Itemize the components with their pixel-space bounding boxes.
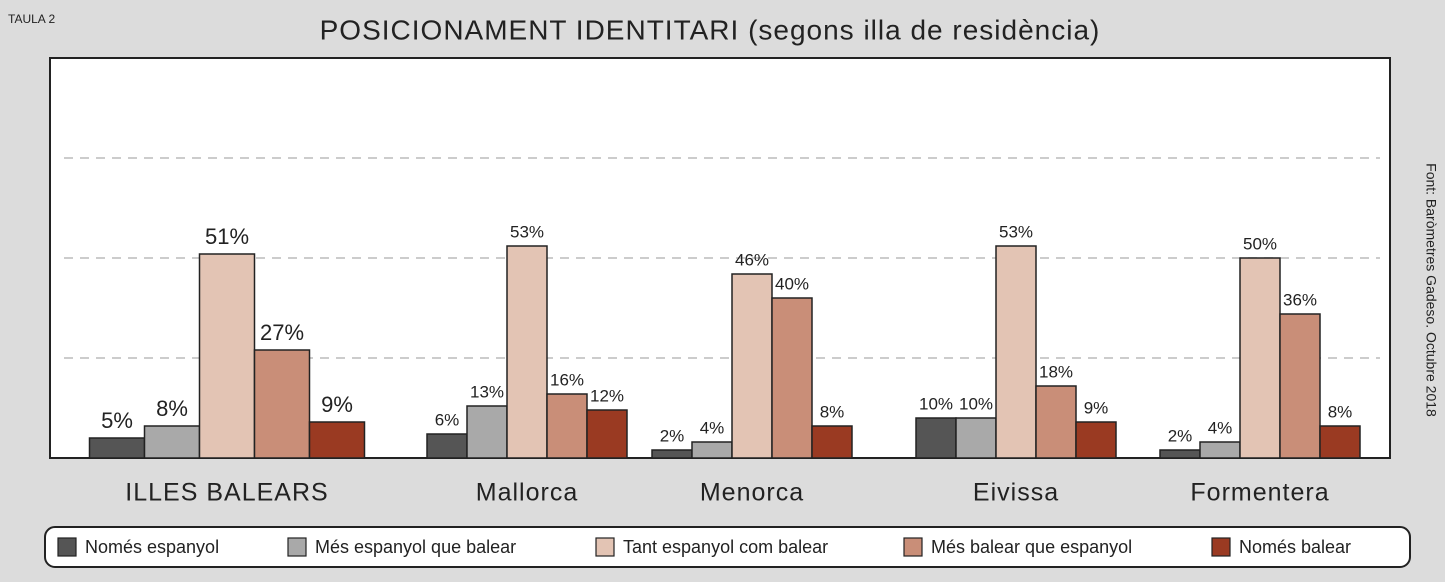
data-label: 2% bbox=[660, 426, 685, 445]
bar bbox=[586, 409, 628, 459]
bar bbox=[691, 441, 733, 459]
bar bbox=[198, 253, 256, 459]
bar bbox=[1279, 313, 1321, 459]
data-label: 9% bbox=[1084, 398, 1109, 417]
bar bbox=[1035, 385, 1077, 459]
bar bbox=[811, 425, 853, 459]
x-tick-label: Mallorca bbox=[476, 479, 578, 507]
data-label: 10% bbox=[959, 394, 993, 413]
data-label: 9% bbox=[321, 392, 353, 417]
bar bbox=[1239, 257, 1281, 459]
data-label: 50% bbox=[1243, 234, 1277, 253]
bar bbox=[308, 421, 366, 459]
bar bbox=[253, 349, 311, 459]
bar bbox=[506, 245, 548, 459]
bar bbox=[731, 273, 773, 459]
bar bbox=[426, 433, 468, 459]
data-label: 4% bbox=[700, 418, 725, 437]
data-label: 4% bbox=[1208, 418, 1233, 437]
x-tick-label: Formentera bbox=[1190, 479, 1329, 507]
bar bbox=[546, 393, 588, 459]
legend-label: Només balear bbox=[1239, 537, 1351, 557]
data-label: 5% bbox=[101, 408, 133, 433]
legend-label: Només espanyol bbox=[85, 537, 219, 557]
bar bbox=[466, 405, 508, 459]
x-tick-label: Eivissa bbox=[973, 479, 1059, 507]
table-label: TAULA 2 bbox=[8, 12, 55, 26]
source: Font: Baròmetres Gadeso. Octubre 2018 bbox=[1423, 163, 1439, 417]
data-label: 8% bbox=[1328, 402, 1353, 421]
data-label: 10% bbox=[919, 394, 953, 413]
legend-swatch bbox=[595, 537, 615, 557]
data-label: 27% bbox=[260, 320, 304, 345]
bar bbox=[955, 417, 997, 459]
bar bbox=[1199, 441, 1241, 459]
bar bbox=[1319, 425, 1361, 459]
legend-label: Més espanyol que balear bbox=[315, 537, 516, 557]
data-label: 18% bbox=[1039, 362, 1073, 381]
x-tick-label: ILLES BALEARS bbox=[125, 479, 328, 507]
legend-swatch bbox=[903, 537, 923, 557]
bar bbox=[995, 245, 1037, 459]
bar bbox=[771, 297, 813, 459]
legend-label: Tant espanyol com balear bbox=[623, 537, 828, 557]
bar bbox=[915, 417, 957, 459]
bar bbox=[651, 449, 693, 459]
data-label: 8% bbox=[156, 396, 188, 421]
legend-box bbox=[44, 526, 1411, 568]
data-label: 36% bbox=[1283, 290, 1317, 309]
data-label: 2% bbox=[1168, 426, 1193, 445]
data-label: 6% bbox=[435, 410, 460, 429]
legend-swatch bbox=[287, 537, 307, 557]
bar bbox=[88, 437, 146, 459]
data-label: 8% bbox=[820, 402, 845, 421]
data-label: 40% bbox=[775, 274, 809, 293]
chart-title: POSICIONAMENT IDENTITARI (segons illa de… bbox=[320, 14, 1101, 45]
bar bbox=[1159, 449, 1201, 459]
legend-label: Més balear que espanyol bbox=[931, 537, 1132, 557]
data-label: 13% bbox=[470, 382, 504, 401]
x-tick-label: Menorca bbox=[700, 479, 804, 507]
bar bbox=[143, 425, 201, 459]
legend-swatch bbox=[57, 537, 77, 557]
data-label: 53% bbox=[510, 222, 544, 241]
legend-swatch bbox=[1211, 537, 1231, 557]
data-label: 16% bbox=[550, 370, 584, 389]
data-label: 53% bbox=[999, 222, 1033, 241]
data-label: 51% bbox=[205, 224, 249, 249]
data-label: 46% bbox=[735, 250, 769, 269]
data-label: 12% bbox=[590, 386, 624, 405]
bar bbox=[1075, 421, 1117, 459]
